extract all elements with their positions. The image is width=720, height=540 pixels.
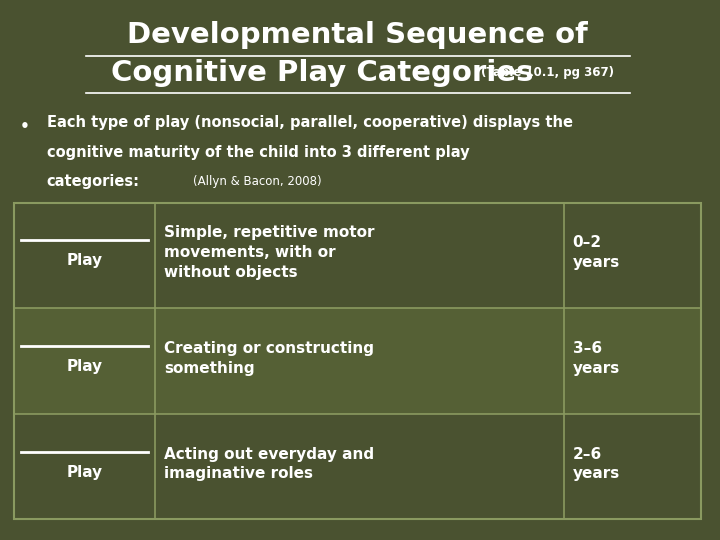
Text: Play: Play (67, 359, 103, 374)
FancyBboxPatch shape (14, 202, 701, 308)
Text: (Table 10.1, pg 367): (Table 10.1, pg 367) (481, 66, 614, 79)
Text: Acting out everyday and
imaginative roles: Acting out everyday and imaginative role… (163, 447, 374, 481)
Text: (Allyn & Bacon, 2008): (Allyn & Bacon, 2008) (193, 176, 322, 188)
Text: Simple, repetitive motor
movements, with or
without objects: Simple, repetitive motor movements, with… (163, 225, 374, 280)
FancyBboxPatch shape (14, 308, 701, 414)
Text: •: • (20, 119, 30, 134)
Text: Developmental Sequence of: Developmental Sequence of (127, 21, 588, 49)
Text: Creating or constructing
something: Creating or constructing something (163, 341, 374, 376)
Text: categories:: categories: (47, 174, 140, 190)
Text: Play: Play (67, 253, 103, 268)
Text: cognitive maturity of the child into 3 different play: cognitive maturity of the child into 3 d… (47, 145, 469, 160)
Text: Cognitive Play Categories: Cognitive Play Categories (111, 59, 534, 87)
Text: 0–2
years: 0–2 years (572, 235, 620, 270)
Text: Play: Play (67, 464, 103, 480)
Text: 2–6
years: 2–6 years (572, 447, 620, 481)
FancyBboxPatch shape (14, 414, 701, 519)
Text: 3–6
years: 3–6 years (572, 341, 620, 376)
Text: Each type of play (nonsocial, parallel, cooperative) displays the: Each type of play (nonsocial, parallel, … (47, 115, 572, 130)
